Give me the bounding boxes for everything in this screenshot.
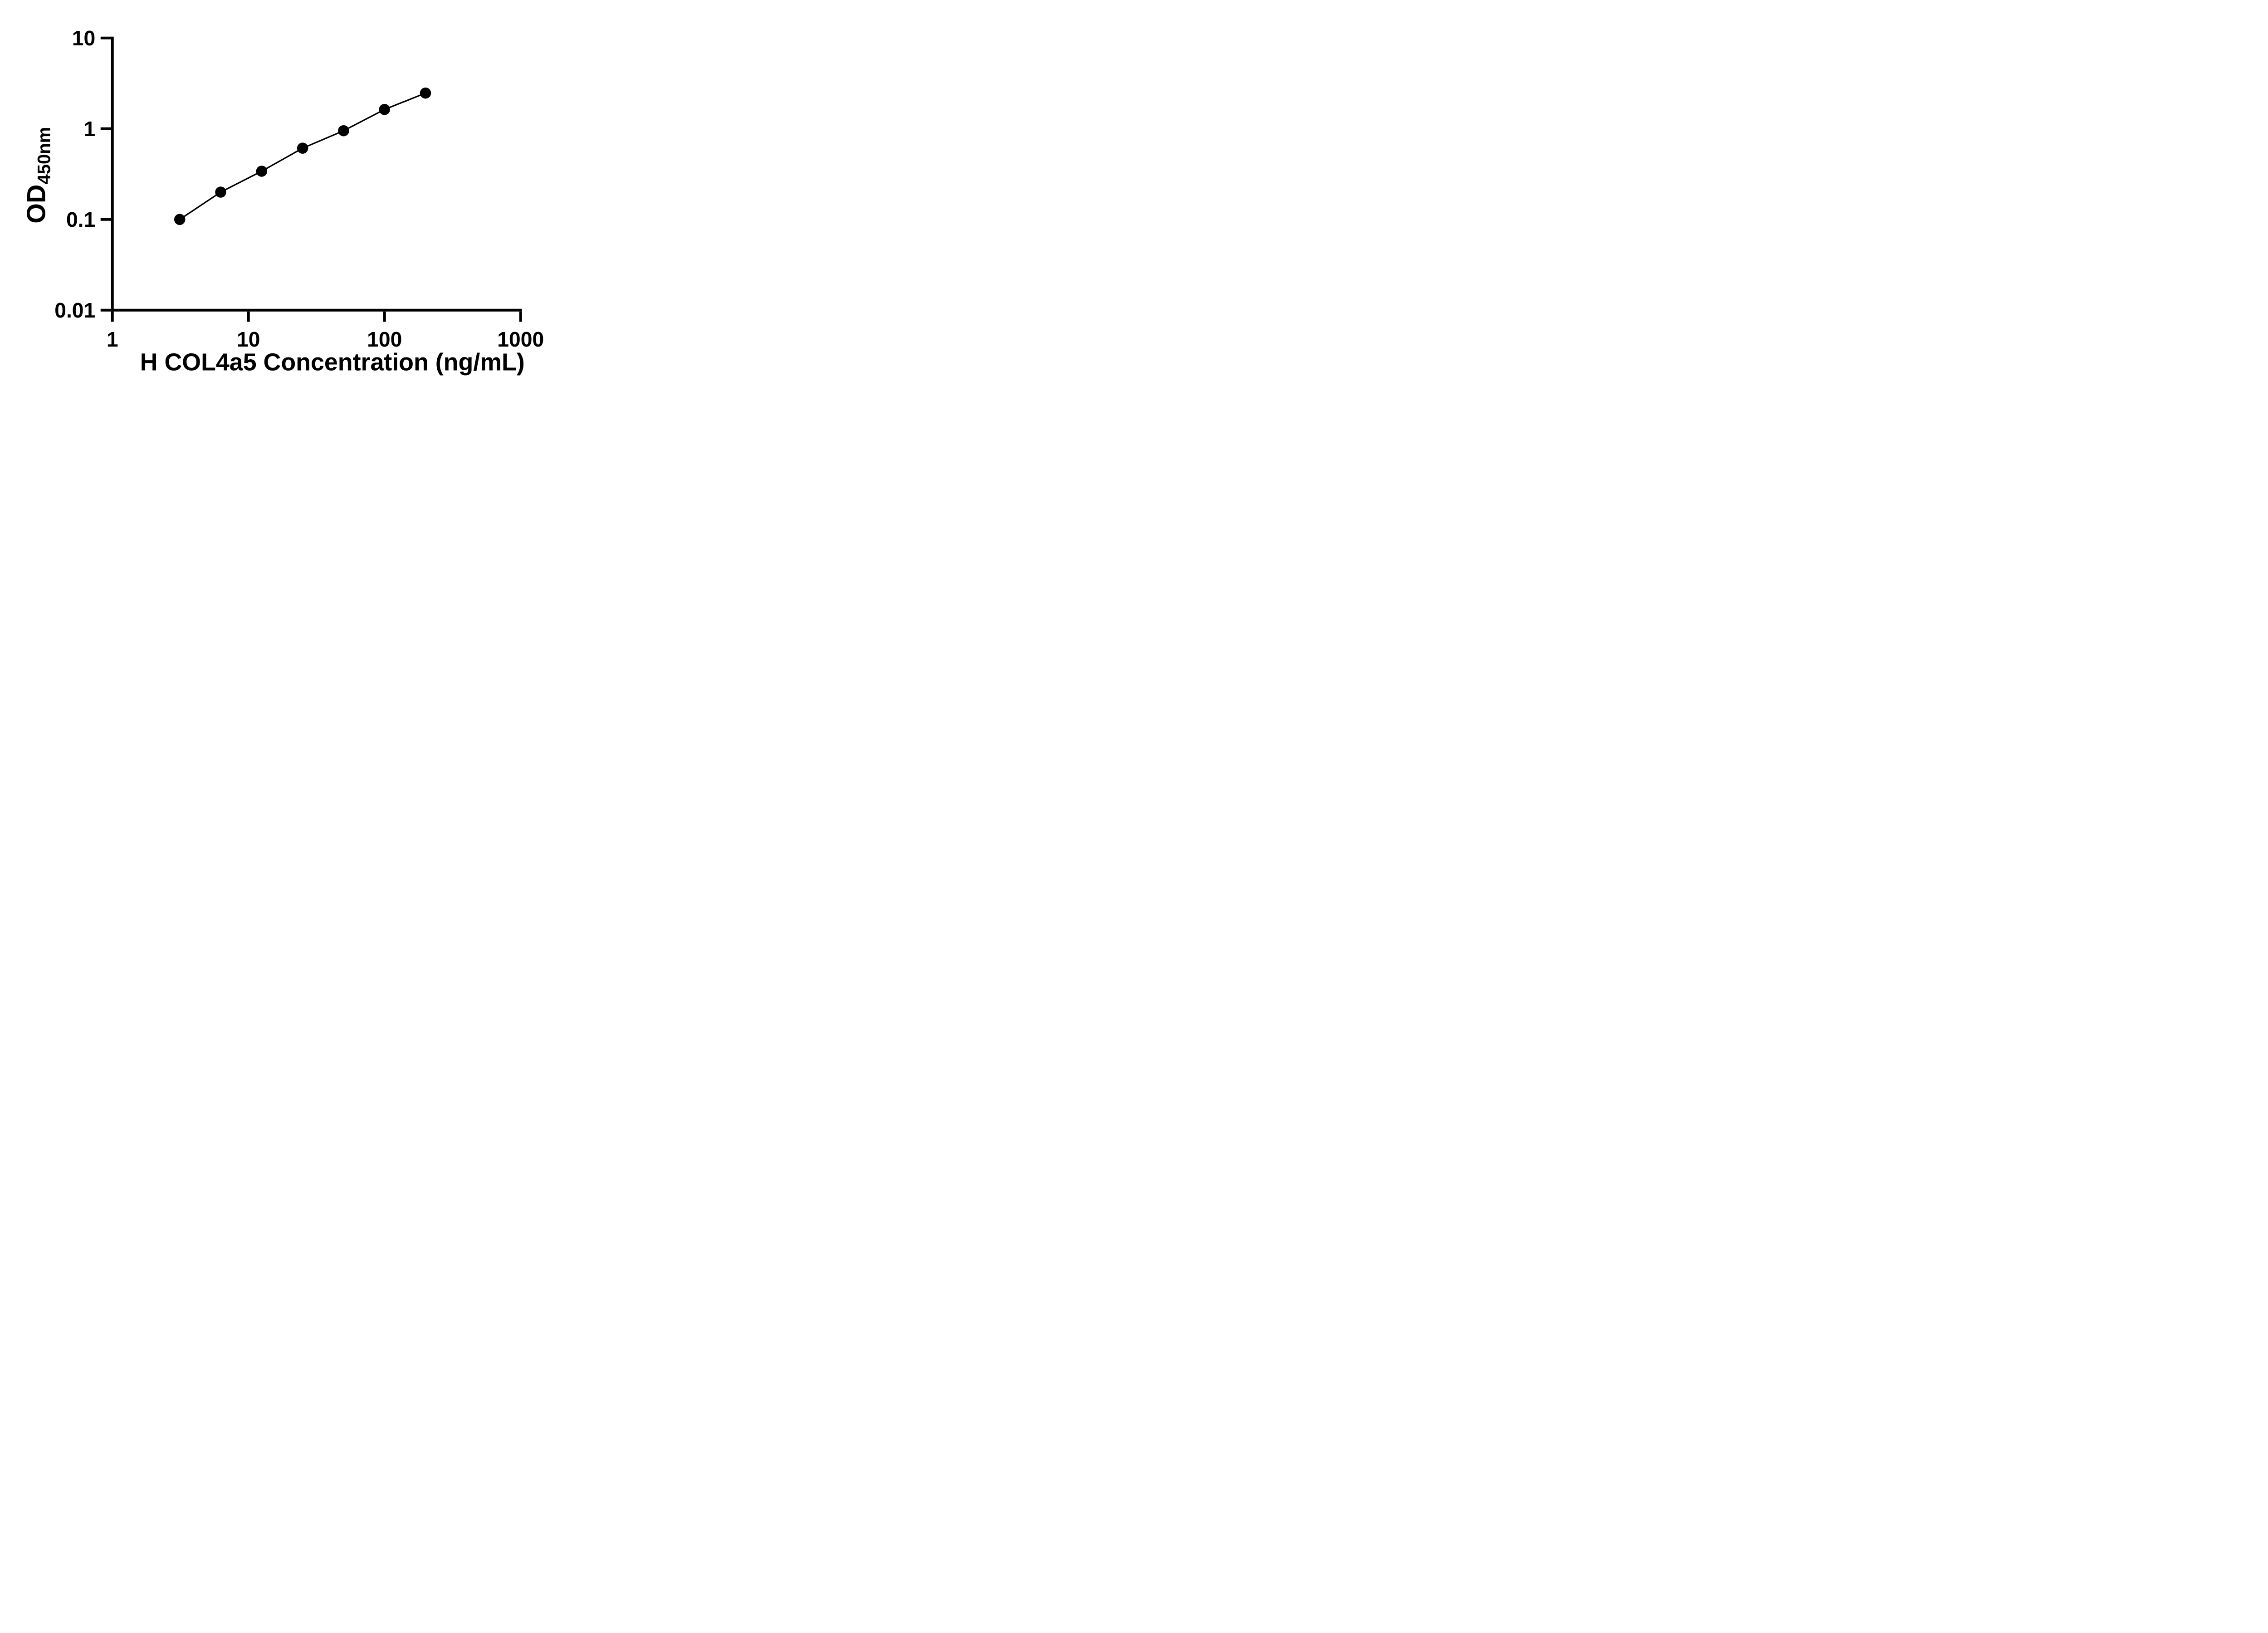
x-tick-label: 1 xyxy=(107,328,118,351)
data-point-marker xyxy=(256,166,268,177)
chart-canvas: 10 1 0.1 0.01 1 10 100 1000 H COL4a5 Concentra… xyxy=(22,26,544,376)
x-tick-label: 1000 xyxy=(497,328,544,351)
data-point-marker xyxy=(297,142,308,154)
y-tick-label: 10 xyxy=(72,26,95,50)
x-axis-title: H COL4a5 Concentration (ng/mL) xyxy=(140,348,525,376)
data-point-marker xyxy=(215,186,226,198)
data-point-marker xyxy=(174,214,186,225)
x-tick-label: 100 xyxy=(367,328,402,351)
data-point-marker xyxy=(338,125,349,137)
x-tick-label: 10 xyxy=(237,328,260,351)
y-axis-ticks xyxy=(100,36,111,312)
data-point-marker xyxy=(379,104,390,115)
x-axis-tick-labels: 1 10 100 1000 xyxy=(107,328,544,351)
y-axis-title-subscript: 450nm xyxy=(34,127,54,185)
y-axis-title-base: OD xyxy=(22,185,51,224)
x-axis-ticks xyxy=(111,311,522,322)
y-axis-tick-labels: 10 1 0.1 0.01 xyxy=(54,26,95,322)
y-axis-title: OD450nm xyxy=(22,127,54,224)
elisa-standard-curve-figure: 10 1 0.1 0.01 1 10 100 1000 H COL4a5 Concentra… xyxy=(0,0,583,408)
y-tick-label: 1 xyxy=(84,117,96,141)
data-points xyxy=(174,87,431,225)
y-tick-label: 0.1 xyxy=(66,208,95,231)
y-tick-label: 0.01 xyxy=(54,298,95,322)
data-point-marker xyxy=(420,87,431,99)
